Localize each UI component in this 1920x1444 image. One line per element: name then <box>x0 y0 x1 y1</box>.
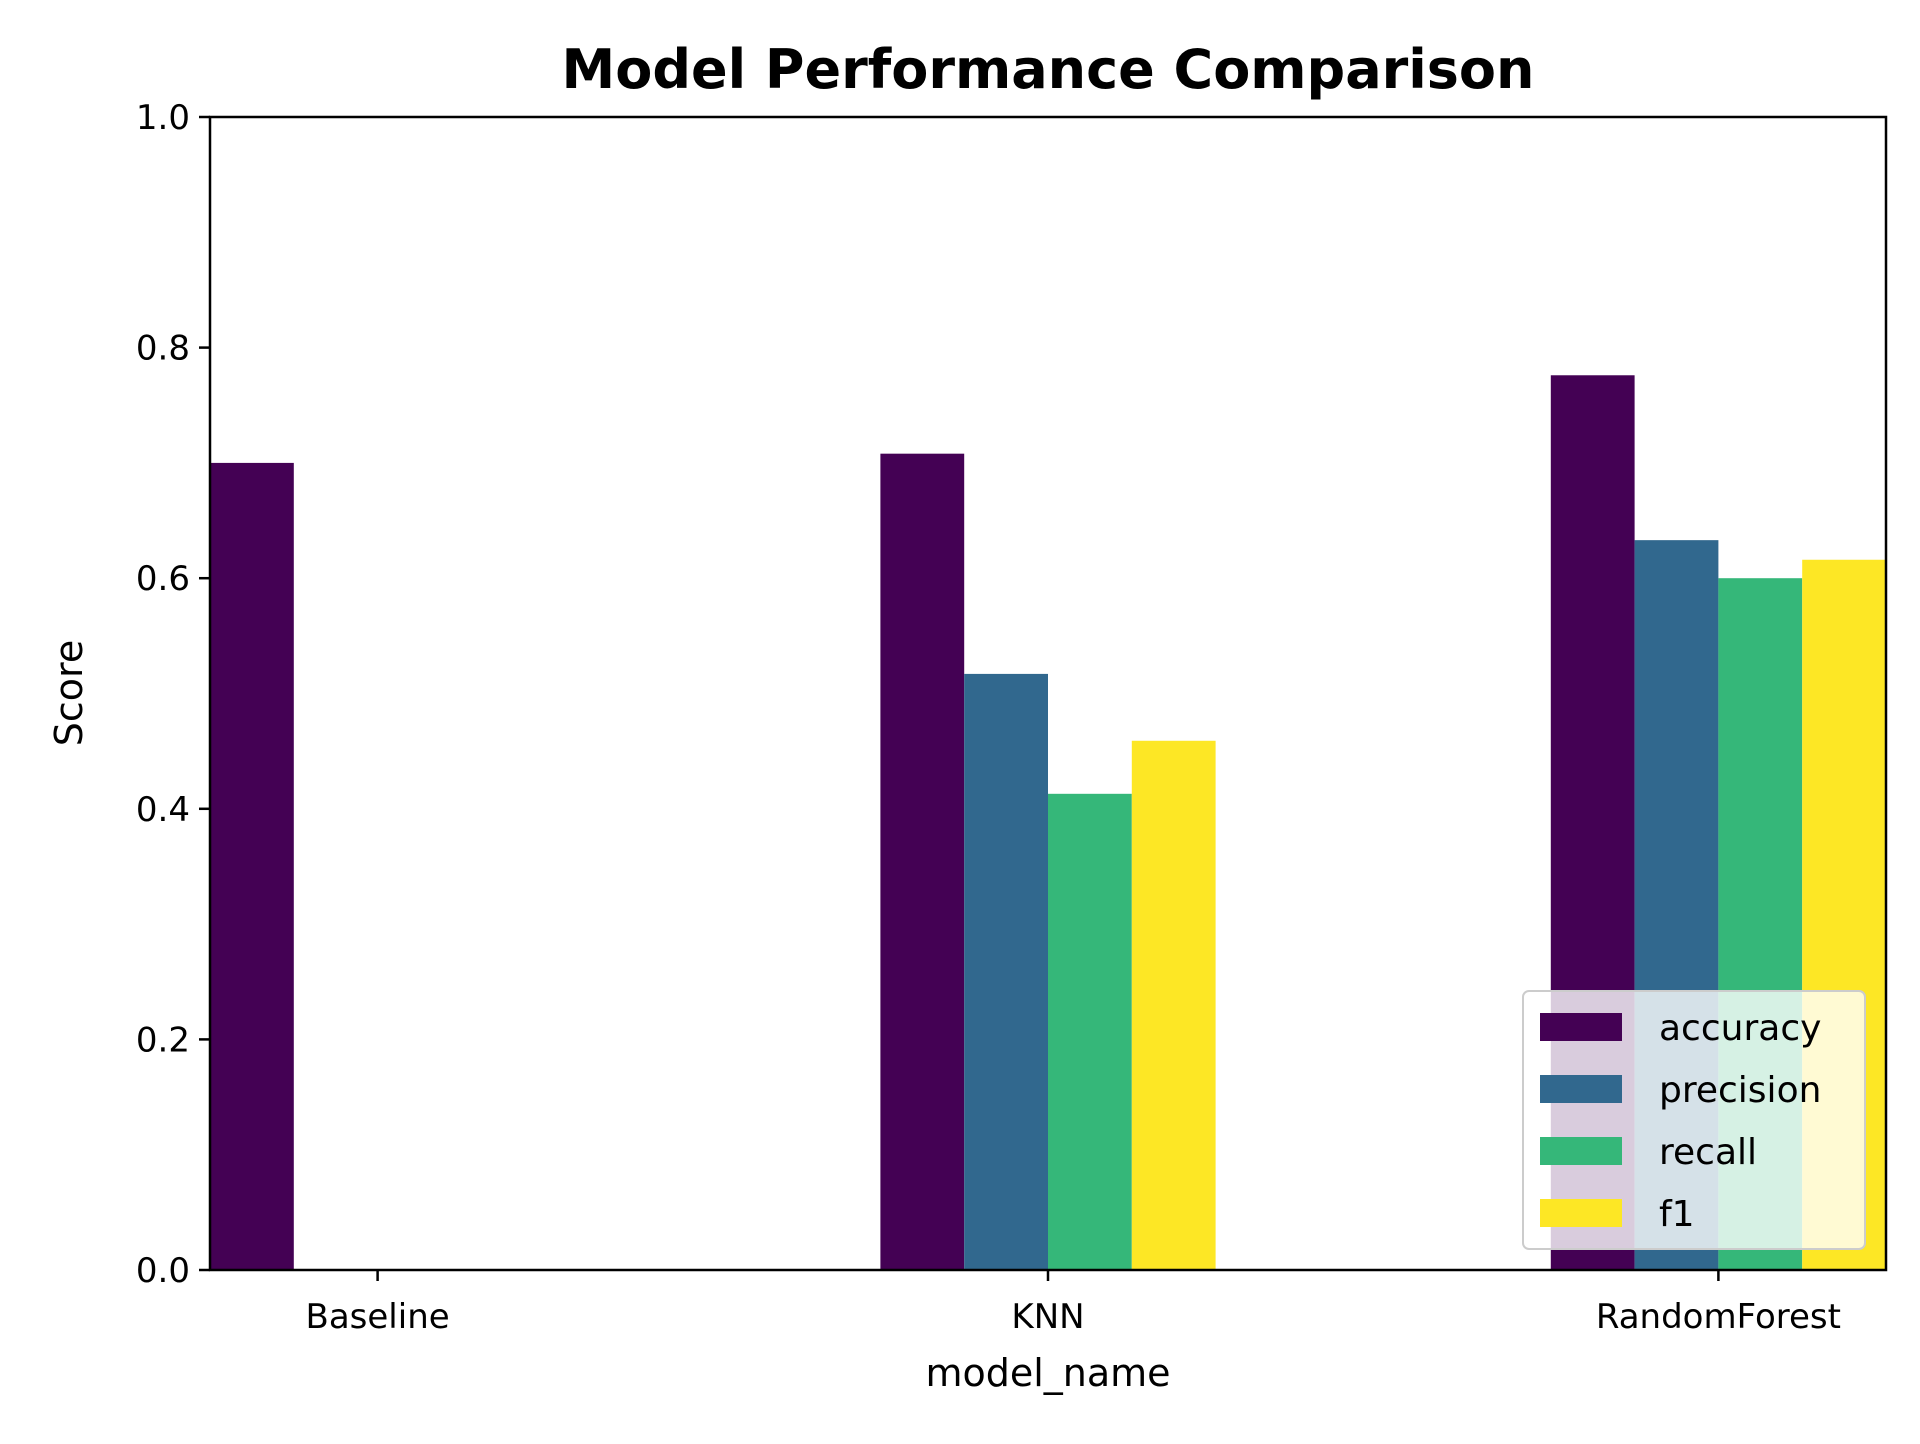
x-tick-label: KNN <box>1011 1297 1084 1337</box>
x-axis-label: model_name <box>925 1351 1170 1395</box>
legend-label-recall: recall <box>1659 1132 1757 1173</box>
legend: accuracy precision recall f1 <box>1522 990 1866 1250</box>
legend-label-f1: f1 <box>1659 1194 1695 1235</box>
legend-swatch-f1 <box>1540 1199 1622 1227</box>
y-tick-label: 1.0 <box>136 98 190 138</box>
legend-swatch-recall <box>1540 1137 1622 1165</box>
y-tick-label: 0.2 <box>136 1020 190 1060</box>
bar-accuracy-baseline <box>210 462 294 1270</box>
y-tick-label: 0.4 <box>136 790 190 830</box>
bar-recall-knn <box>1048 793 1132 1270</box>
bar-accuracy-knn <box>880 453 965 1270</box>
y-tick-label: 0.6 <box>136 559 190 599</box>
x-tick-label: RandomForest <box>1596 1297 1841 1337</box>
x-axis-ticks: Baseline KNN RandomForest <box>306 1270 1841 1337</box>
legend-swatch-accuracy <box>1540 1013 1622 1041</box>
bar-f1-knn <box>1131 740 1216 1270</box>
y-axis-ticks: 0.0 0.2 0.4 0.6 0.8 1.0 <box>136 98 210 1291</box>
legend-box <box>1522 990 1866 1250</box>
chart-title: Model Performance Comparison <box>562 38 1535 101</box>
legend-label-accuracy: accuracy <box>1659 1008 1821 1049</box>
x-tick-label: Baseline <box>306 1297 450 1337</box>
y-axis-label: Score <box>47 640 91 746</box>
y-tick-label: 0.8 <box>136 329 190 369</box>
y-tick-label: 0.0 <box>136 1251 190 1291</box>
legend-label-precision: precision <box>1659 1070 1821 1111</box>
bar-precision-knn <box>964 673 1048 1270</box>
legend-swatch-precision <box>1540 1075 1622 1103</box>
